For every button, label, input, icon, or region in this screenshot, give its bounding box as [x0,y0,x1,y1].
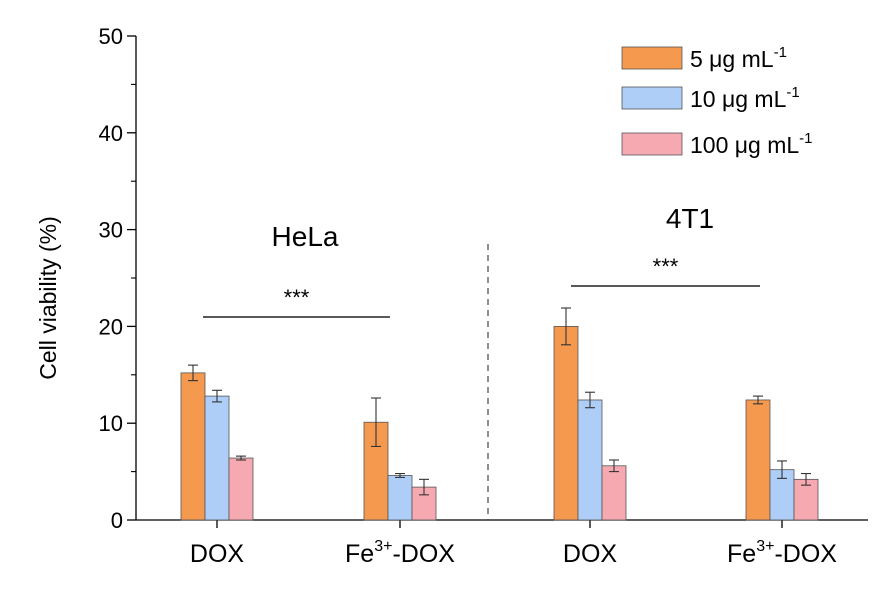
y-tick-label: 30 [99,218,123,243]
bar [601,465,627,521]
bar [745,399,771,521]
y-tick-label: 40 [99,121,123,146]
y-tick-label: 50 [99,24,123,49]
legend-swatch [621,46,683,70]
significance-label: *** [653,254,679,279]
bar [553,325,579,521]
x-tick-label-base: DOX [190,540,245,568]
x-tick-label-superscript: 3+ [374,538,392,555]
x-tick-label-base: Fe [345,540,374,568]
chart-annotations: HeLa *** 4T1 *** [203,203,760,520]
bar [793,478,819,521]
y-tick-label: 0 [111,508,123,533]
x-tick-label-base: Fe [727,540,756,568]
legend-label-superscript: -1 [786,84,799,101]
x-tick-label: DOX [563,540,618,568]
x-tick-label: Fe3+-DOX [345,538,455,568]
x-tick-label: Fe3+-DOX [727,538,837,568]
y-axis-title: Cell viability (%) [35,216,61,380]
group-label: HeLa [272,221,339,252]
x-tick-label-rest: -DOX [392,540,455,568]
legend-swatch [621,132,683,156]
legend-swatch [621,86,683,110]
legend-label-superscript: -1 [799,130,812,147]
legend-label-superscript: -1 [774,44,787,61]
legend-label: 100 μg mL-1 [690,130,813,158]
legend-label-name: 5 μg mL [690,46,774,72]
legend-label: 10 μg mL-1 [690,84,800,112]
legend-label: 5 μg mL-1 [690,44,787,72]
legend-label-name: 100 μg mL [690,132,799,158]
x-tick-label: DOX [190,540,245,568]
bar [577,399,603,521]
legend-label-name: 10 μg mL [690,86,787,112]
bar [387,475,413,521]
significance-label: *** [284,285,310,310]
bar [180,372,206,521]
y-tick-label: 10 [99,411,123,436]
bar [204,395,230,521]
bar [228,457,254,521]
chart-bars [180,307,819,521]
x-tick-label-superscript: 3+ [756,538,774,555]
x-tick-label-base: DOX [563,540,618,568]
y-tick-label: 20 [99,314,123,339]
x-tick-label-rest: -DOX [774,540,837,568]
group-label: 4T1 [666,203,714,234]
